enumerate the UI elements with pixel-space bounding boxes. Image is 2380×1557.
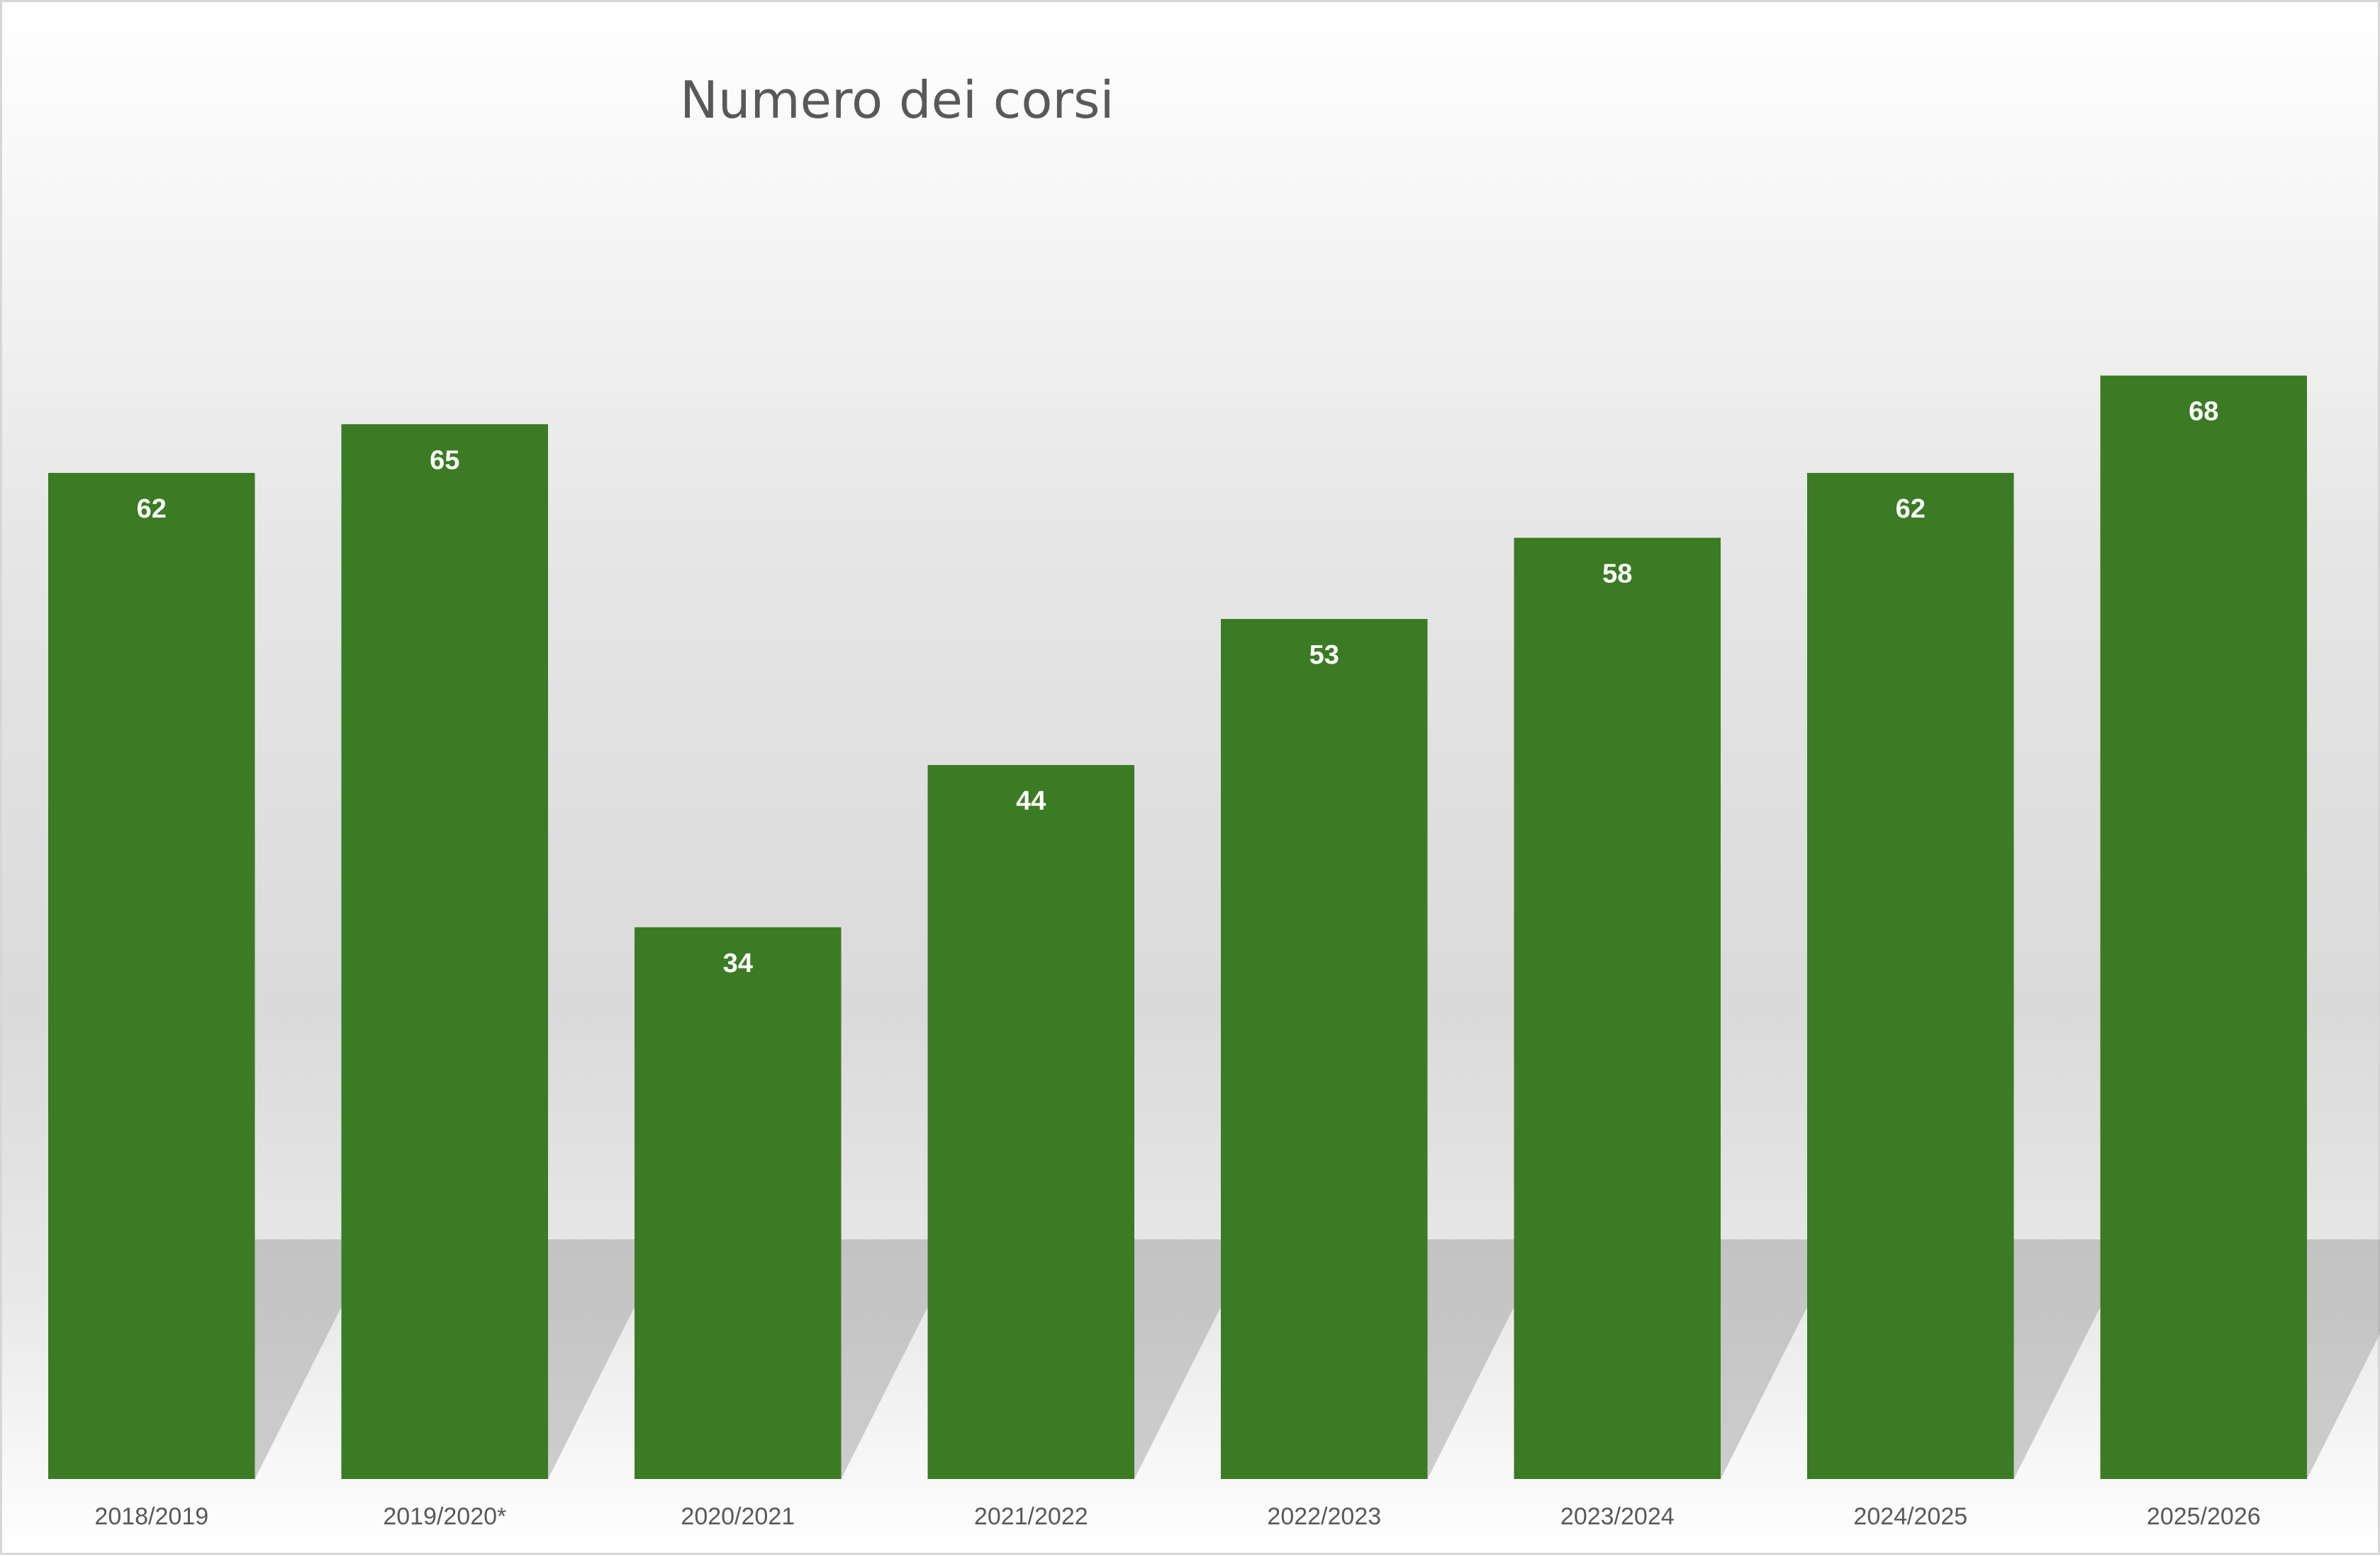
bar-2021/2022 [927, 765, 1134, 1479]
category-label: 2019/2020* [383, 1503, 506, 1530]
value-label: 58 [1602, 559, 1632, 589]
bar-2020/2021 [635, 927, 842, 1479]
bar-2019/2020* [341, 424, 548, 1479]
category-label: 2025/2026 [2147, 1503, 2261, 1530]
value-label: 53 [1309, 640, 1339, 670]
bars [48, 375, 2307, 1480]
value-labels: 62 65 34 44 53 58 62 68 [137, 397, 2219, 978]
bar-2022/2023 [1221, 619, 1428, 1479]
value-label: 44 [1016, 786, 1046, 816]
category-label: 2022/2023 [1267, 1503, 1381, 1530]
value-label: 62 [137, 494, 167, 524]
value-label: 34 [723, 949, 753, 978]
value-label: 62 [1896, 494, 1926, 524]
value-label: 68 [2189, 397, 2218, 427]
category-label: 2024/2025 [1853, 1503, 1967, 1530]
category-label: 2020/2021 [681, 1503, 795, 1530]
category-label: 2021/2022 [974, 1503, 1088, 1530]
category-labels: 2018/2019 2019/2020* 2020/2021 2021/2022 202… [94, 1503, 2260, 1530]
category-label: 2018/2019 [94, 1503, 208, 1530]
bar-2025/2026 [2100, 375, 2307, 1480]
bar-2018/2019 [48, 473, 255, 1479]
bar-2023/2024 [1514, 537, 1721, 1479]
category-label: 2023/2024 [1560, 1503, 1675, 1530]
value-label: 65 [430, 445, 459, 475]
chart-title: Numero dei corsi [680, 70, 1114, 130]
bar-2024/2025 [1807, 473, 2014, 1479]
